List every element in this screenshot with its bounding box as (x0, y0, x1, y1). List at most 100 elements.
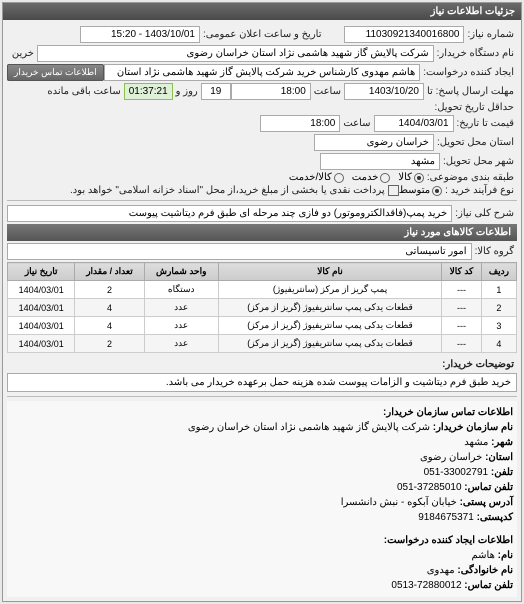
table-cell: 1404/03/01 (8, 335, 75, 353)
table-cell: دستگاه (144, 281, 218, 299)
creator-phone: 72880012-0513 (391, 580, 461, 591)
org-name-label: نام سازمان خریدار: (433, 422, 513, 433)
contact-province: خراسان رضوی (420, 452, 482, 463)
buyer-notes-value: خرید طبق فرم دیتاشیت و الزامات پیوست شده… (7, 373, 517, 392)
deadline-remain-label: ساعت باقی مانده (44, 86, 123, 97)
org-name: شرکت پالایش گاز شهید هاشمی نژاد استان خر… (188, 422, 430, 433)
announce-label: تاریخ و ساعت اعلان عمومی: (200, 29, 325, 40)
table-cell: 2 (481, 299, 516, 317)
row-requester: ایجاد کننده درخواست: هاشم مهدوی کارشناس … (7, 64, 517, 81)
radio-dot-icon (334, 173, 344, 183)
row-delivery: حداقل تاریخ تحویل: (7, 102, 517, 113)
row-category: طبقه بندی موضوعی: کالا خدمت کالا/خدمت (7, 172, 517, 183)
creator-phone-label: تلفن تماس: (464, 580, 513, 591)
radio-dot-icon (414, 173, 424, 183)
need-number-label: شماره نیاز: (464, 29, 517, 40)
table-row: 4---قطعات یدکی پمپ سانتریفیوژ (گریز از م… (8, 335, 517, 353)
table-cell: قطعات یدکی پمپ سانتریفیوژ (گریز از مرکز) (218, 317, 441, 335)
table-cell: --- (442, 281, 482, 299)
row-need-number: شماره نیاز: 11030921340016800 تاریخ و سا… (7, 26, 517, 43)
goods-group-value: امور تاسیساتی (7, 243, 472, 260)
requester-label: ایجاد کننده درخواست: (420, 67, 517, 78)
row-goods-group: گروه کالا: امور تاسیساتی (7, 243, 517, 260)
deadline-countdown: 01:37:21 (124, 83, 173, 100)
goods-table: ردیف کد کالا نام کالا واحد شمارش تعداد /… (7, 262, 517, 353)
radio-medium[interactable]: متوسط (399, 185, 442, 196)
table-cell: --- (442, 335, 482, 353)
payment-checkbox[interactable] (388, 185, 399, 196)
table-cell: 1404/03/01 (8, 281, 75, 299)
city-label: شهر محل تحویل: (440, 156, 517, 167)
contact-address: خیابان آبکوه - نبش دانشسرا (341, 497, 457, 508)
radio-kala-label: کالا (398, 172, 412, 183)
price-date-label: قیمت تا تاریخ: (454, 118, 517, 129)
radio-kala[interactable]: کالا (398, 172, 424, 183)
announce-value: 1403/10/01 - 15:20 (80, 26, 200, 43)
creator-name-label: نام: (498, 550, 513, 561)
th-date: تاریخ نیاز (8, 263, 75, 281)
deadline-days-label: روز و (173, 86, 201, 97)
table-cell: 1404/03/01 (8, 299, 75, 317)
radio-khedmat-label: خدمت (352, 172, 379, 183)
contact-postal: 9184675371 (418, 512, 474, 523)
radio-both[interactable]: کالا/خدمت (289, 172, 344, 183)
table-cell: 1404/03/01 (8, 317, 75, 335)
province-value: خراسان رضوی (314, 134, 434, 151)
table-cell: 4 (75, 317, 144, 335)
creator-name: هاشم (472, 550, 495, 561)
buyer-notes-label: توضیحات خریدار: (439, 359, 517, 370)
deadline-time: 18:00 (231, 83, 311, 100)
requester-value: هاشم مهدوی کارشناس خرید شرکت پالایش گاز … (104, 64, 421, 81)
table-row: 3---قطعات یدکی پمپ سانتریفیوژ (گریز از م… (8, 317, 517, 335)
contact-buyer-button[interactable]: اطلاعات تماس خریدار (7, 64, 104, 81)
table-cell: --- (442, 299, 482, 317)
table-cell: قطعات یدکی پمپ سانتریفیوژ (گریز از مرکز) (218, 299, 441, 317)
deadline-days: 19 (201, 83, 231, 100)
radio-khedmat[interactable]: خدمت (352, 172, 391, 183)
delivery-min-label: حداقل تاریخ تحویل: (431, 102, 517, 113)
table-cell: 4 (481, 335, 516, 353)
table-cell: 3 (481, 317, 516, 335)
th-unit: واحد شمارش (144, 263, 218, 281)
deadline-date: 1403/10/20 (344, 83, 424, 100)
need-number-value: 11030921340016800 (344, 26, 464, 43)
table-row: 1---پمپ گریز از مرکز (سانتریفیوژ)دستگاه2… (8, 281, 517, 299)
main-panel: جزئیات اطلاعات نیاز شماره نیاز: 11030921… (2, 2, 522, 602)
contact-phone-label: تلفن: (491, 467, 513, 478)
contact-address-label: آدرس پستی: (460, 497, 513, 508)
row-process: نوع فرآیند خرید : متوسط پرداخت نقدی یا ب… (7, 185, 517, 196)
table-cell: --- (442, 317, 482, 335)
th-code: کد کالا (442, 263, 482, 281)
goods-section-title: اطلاعات کالاهای مورد نیاز (7, 224, 517, 241)
table-cell: پمپ گریز از مرکز (سانتریفیوژ) (218, 281, 441, 299)
contact-creator-title: اطلاعات ایجاد کننده درخواست: (384, 535, 513, 546)
radio-dot-icon (432, 186, 442, 196)
process-note: پرداخت نقدی یا بخشی از مبلغ خرید،از محل … (67, 185, 388, 196)
need-desc-label: شرح کلی نیاز: (452, 208, 517, 219)
contact-buyer-section: اطلاعات تماس سازمان خریدار: نام سازمان خ… (7, 401, 517, 529)
panel-title: جزئیات اطلاعات نیاز (3, 3, 521, 20)
city-value: مشهد (320, 153, 440, 170)
delivery-time-label: ساعت (340, 118, 373, 129)
process-label: نوع فرآیند خرید : (442, 185, 517, 196)
buyer-org-label: نام دستگاه خریدار: (434, 48, 517, 59)
contact-creator-section: اطلاعات ایجاد کننده درخواست: نام: هاشم ن… (7, 529, 517, 597)
table-row: 2---قطعات یدکی پمپ سانتریفیوژ (گریز از م… (8, 299, 517, 317)
category-label: طبقه بندی موضوعی: (424, 172, 517, 183)
goods-group-label: گروه کالا: (472, 246, 517, 257)
radio-dot-icon (380, 173, 390, 183)
contact-phone: 33002791-051 (424, 467, 489, 478)
category-radio-group: کالا خدمت کالا/خدمت (289, 172, 424, 183)
table-cell: 2 (75, 281, 144, 299)
th-qty: تعداد / مقدار (75, 263, 144, 281)
delivery-date: 1404/03/01 (374, 115, 454, 132)
deadline-time-label: ساعت (311, 86, 344, 97)
contact-fax-label: تلفن تماس: (464, 482, 513, 493)
province-label: استان محل تحویل: (434, 137, 517, 148)
radio-both-label: کالا/خدمت (289, 172, 332, 183)
delivery-time: 18:00 (260, 115, 340, 132)
table-cell: 4 (75, 299, 144, 317)
table-cell: عدد (144, 317, 218, 335)
row-price-date: قیمت تا تاریخ: 1404/03/01 ساعت 18:00 (7, 115, 517, 132)
table-cell: 2 (75, 335, 144, 353)
